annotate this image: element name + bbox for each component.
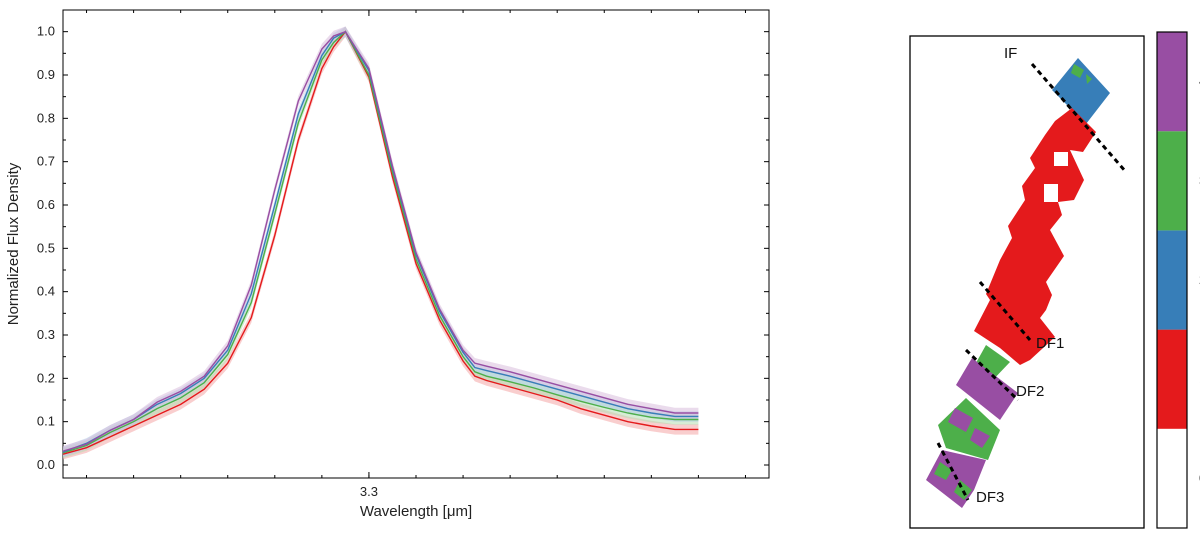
- x-axis-ticks: 3.3: [86, 10, 746, 499]
- map-frame: [909, 35, 1145, 529]
- label-df1: DF1: [1036, 335, 1064, 352]
- colorbar-segment: [1157, 428, 1187, 528]
- spectra-plot: 0.0 0.1 0.2 0.3 0.4 0.5 0.6 0.7 0.8 0.9 1.0 3.3 Wa…: [5, 9, 770, 520]
- series-line-3: [62, 30, 699, 453]
- y-axis-ticks: 0.0 0.1 0.2 0.3 0.4 0.5 0.6 0.7 0.8 0.9 1.0: [37, 9, 769, 472]
- boundary-df2: [964, 348, 1020, 402]
- map-region-mixed: [926, 345, 1018, 508]
- y-tick-label: 0.2: [37, 370, 55, 385]
- colorbar-segment: [1157, 329, 1187, 429]
- boundary-df3: [936, 442, 970, 501]
- x-axis-title: Wavelength [μm]: [360, 503, 472, 520]
- series-line-1: [62, 30, 699, 455]
- colorbar: 01234: [1156, 31, 1200, 529]
- y-tick-label: 0.8: [37, 110, 55, 125]
- y-axis-title: Normalized Flux Density: [5, 162, 22, 325]
- y-tick-label: 0.4: [37, 284, 55, 299]
- label-if: IF: [1004, 45, 1017, 62]
- uncertainty-bands: [63, 26, 699, 460]
- boundary-if: [1030, 63, 1128, 173]
- label-df3: DF3: [976, 489, 1004, 506]
- series-band-4: [63, 26, 699, 457]
- series-line-4: [62, 30, 699, 452]
- boundary-df1: [978, 281, 1032, 341]
- y-tick-label: 0.6: [37, 197, 55, 212]
- y-tick-label: 0.0: [37, 457, 55, 472]
- y-tick-label: 0.9: [37, 67, 55, 82]
- region-map: IF DF1 DF2 DF3: [909, 35, 1145, 529]
- label-df2: DF2: [1016, 383, 1044, 400]
- colorbar-segment: [1157, 32, 1187, 132]
- series-lines: [62, 30, 699, 455]
- colorbar-segment: [1157, 230, 1187, 330]
- map-boundaries: [936, 63, 1128, 501]
- y-tick-label: 0.1: [37, 414, 55, 429]
- y-tick-label: 0.7: [37, 154, 55, 169]
- x-tick-label: 3.3: [360, 484, 378, 499]
- map-region-red: [974, 108, 1096, 365]
- y-tick-label: 0.3: [37, 327, 55, 342]
- colorbar-segment: [1157, 131, 1187, 231]
- series-line-2: [62, 30, 699, 454]
- colorbar-frame: [1156, 31, 1188, 529]
- y-tick-label: 0.5: [37, 240, 55, 255]
- y-tick-label: 1.0: [37, 24, 55, 39]
- map-region-blue: [1052, 58, 1110, 124]
